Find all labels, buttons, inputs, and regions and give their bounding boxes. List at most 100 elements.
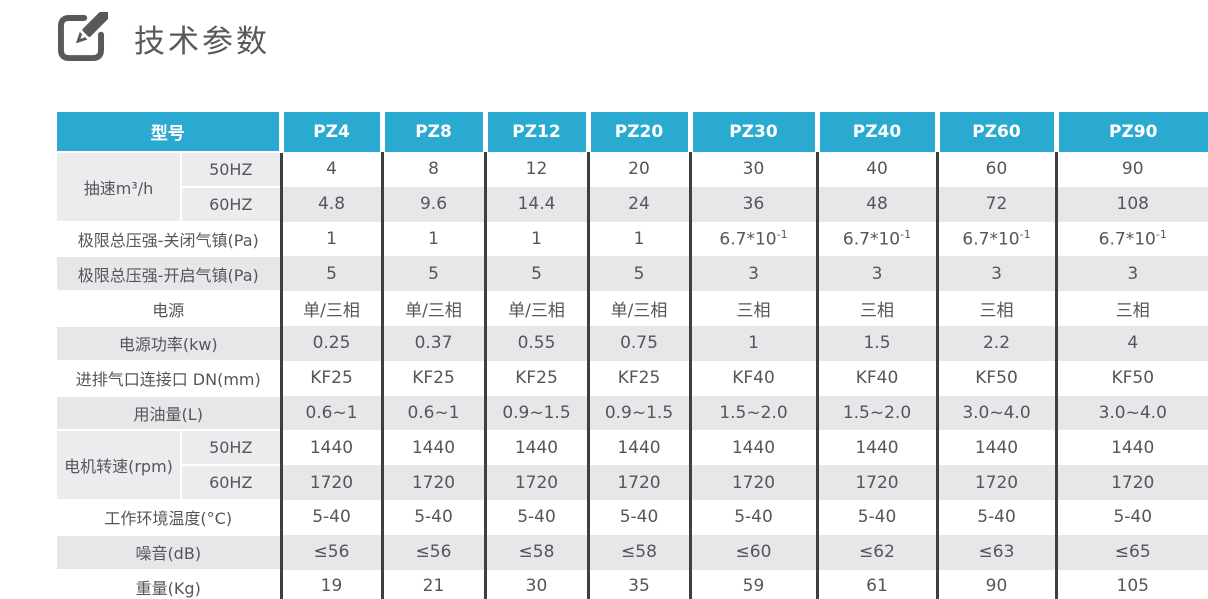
row-label: 工作环境温度(°C) [57,498,281,535]
table-row: 噪音(dB) ≤56 ≤56 ≤58 ≤58 ≤60 ≤62 ≤63 ≤65 [57,533,1208,570]
cell-pz8: 8 [380,152,485,187]
column-header-pz40: PZ40 [814,112,937,152]
column-header-pz30: PZ30 [687,112,817,152]
cell-pz8: KF25 [380,360,485,396]
table-row: 工作环境温度(°C) 5-40 5-40 5-40 5-40 5-40 5-40 5-40 5-… [57,498,1208,535]
cell-pz8: 0.6~1 [380,395,485,431]
cell-pz90: 3.0~4.0 [1054,395,1208,431]
cell-pz40: 1440 [815,430,937,466]
cell-pz12: 0.55 [483,325,588,361]
cell-pz60: ≤63 [935,534,1056,570]
row-sub-label: 60HZ [181,185,281,222]
row-label: 极限总压强-开启气镇(Pa) [57,255,281,292]
page-title: 技术参数 [134,23,270,60]
cell-pz20: 单/三相 [586,291,690,326]
table-row: 极限总压强-关闭气镇(Pa) 1 1 1 1 6.7*10-1 6.7*10-1 6.7*10… [57,220,1208,257]
cell-pz20: 5 [586,256,690,292]
cell-pz40: 61 [815,569,937,599]
cell-pz90: 6.7*10-1 [1054,221,1208,257]
cell-pz4: 单/三相 [279,291,382,326]
cell-pz4: ≤56 [279,534,382,570]
cell-pz90: 108 [1054,186,1208,222]
cell-pz40: 1720 [815,465,937,500]
cell-pz30: 6.7*10-1 [688,221,817,257]
cell-pz20: 1440 [586,430,690,466]
cell-pz12: ≤58 [483,534,588,570]
cell-pz30: ≤60 [688,534,817,570]
cell-pz60: 60 [935,152,1056,187]
column-header-pz4: PZ4 [278,112,382,152]
cell-pz90: 105 [1054,569,1208,599]
cell-pz4: 5 [279,256,382,292]
section-title-bar: 技术参数 [54,12,270,64]
row-sub-label: 60HZ [181,464,281,500]
cell-pz90: 5-40 [1054,499,1208,535]
cell-pz40: 48 [815,186,937,222]
cell-pz60: KF50 [935,360,1056,396]
cell-pz40: 1.5 [815,325,937,361]
cell-pz90: 1720 [1054,465,1208,500]
cell-pz30: 30 [688,152,817,187]
cell-pz20: 20 [586,152,690,187]
cell-pz12: 1720 [483,465,588,500]
cell-pz30: KF40 [688,360,817,396]
cell-pz30: 3 [688,256,817,292]
cell-pz60: 72 [935,186,1056,222]
cell-pz20: ≤58 [586,534,690,570]
cell-pz90: 三相 [1054,291,1208,326]
cell-pz20: KF25 [586,360,690,396]
cell-pz60: 5-40 [935,499,1056,535]
row-label: 重量(Kg) [57,568,281,599]
table-row: 60HZ 1720 1720 1720 1720 1720 1720 1720 1720 [57,464,1208,500]
spec-table: 型号 PZ4 PZ8 PZ12 PZ20 PZ30 PZ40 PZ60 PZ90 抽速m³/h… [57,112,1208,599]
cell-pz8: 0.37 [380,325,485,361]
cell-pz8: 5-40 [380,499,485,535]
cell-pz12: 单/三相 [483,291,588,326]
row-group-label: 抽速m³/h [57,151,182,222]
table-row: 电源功率(kw) 0.25 0.37 0.55 0.75 1 1.5 2.2 4 [57,324,1208,361]
cell-pz90: KF50 [1054,360,1208,396]
cell-pz20: 1720 [586,465,690,500]
cell-pz12: 1 [483,221,588,257]
column-header-pz20: PZ20 [585,112,690,152]
cell-pz40: 5-40 [815,499,937,535]
column-header-pz8: PZ8 [379,112,485,152]
cell-pz40: 40 [815,152,937,187]
cell-pz8: 1440 [380,430,485,466]
cell-pz30: 5-40 [688,499,817,535]
cell-pz90: 3 [1054,256,1208,292]
cell-pz4: 5-40 [279,499,382,535]
cell-pz4: 4 [279,152,382,187]
table-row: 重量(Kg) 19 21 30 35 59 61 90 105 [57,568,1208,599]
cell-pz8: 1720 [380,465,485,500]
cell-pz4: KF25 [279,360,382,396]
row-label: 噪音(dB) [57,533,281,570]
cell-pz60: 3 [935,256,1056,292]
column-header-pz90: PZ90 [1053,112,1208,152]
cell-pz90: ≤65 [1054,534,1208,570]
table-row: 60HZ 4.8 9.6 14.4 24 36 48 72 108 [57,185,1208,222]
cell-pz8: 1 [380,221,485,257]
cell-pz30: 1440 [688,430,817,466]
table-row: 电机转速(rpm) 50HZ 1440 1440 1440 1440 1440 1440 144… [57,429,1208,500]
cell-pz12: 0.9~1.5 [483,395,588,431]
cell-pz40: 三相 [815,291,937,326]
column-header-pz60: PZ60 [934,112,1056,152]
table-row: 极限总压强-开启气镇(Pa) 5 5 5 5 3 3 3 3 [57,255,1208,292]
table-row: 进排气口连接口 DN(mm) KF25 KF25 KF25 KF25 KF40 KF40 KF… [57,359,1208,396]
cell-pz8: 单/三相 [380,291,485,326]
cell-pz90: 4 [1054,325,1208,361]
cell-pz20: 1 [586,221,690,257]
cell-pz4: 1440 [279,430,382,466]
cell-pz4: 1 [279,221,382,257]
cell-pz12: 12 [483,152,588,187]
table-row: 用油量(L) 0.6~1 0.6~1 0.9~1.5 0.9~1.5 1.5~2.0 1.5… [57,394,1208,431]
cell-pz8: 21 [380,569,485,599]
cell-pz30: 1.5~2.0 [688,395,817,431]
cell-pz20: 5-40 [586,499,690,535]
row-sub-label: 50HZ [181,151,281,187]
row-label: 电源 [57,290,281,326]
table-header-row: 型号 PZ4 PZ8 PZ12 PZ20 PZ30 PZ40 PZ60 PZ90 [57,112,1208,152]
table-row: 电源 单/三相 单/三相 单/三相 单/三相 三相 三相 三相 三相 [57,290,1208,326]
column-header-model: 型号 [57,112,281,152]
